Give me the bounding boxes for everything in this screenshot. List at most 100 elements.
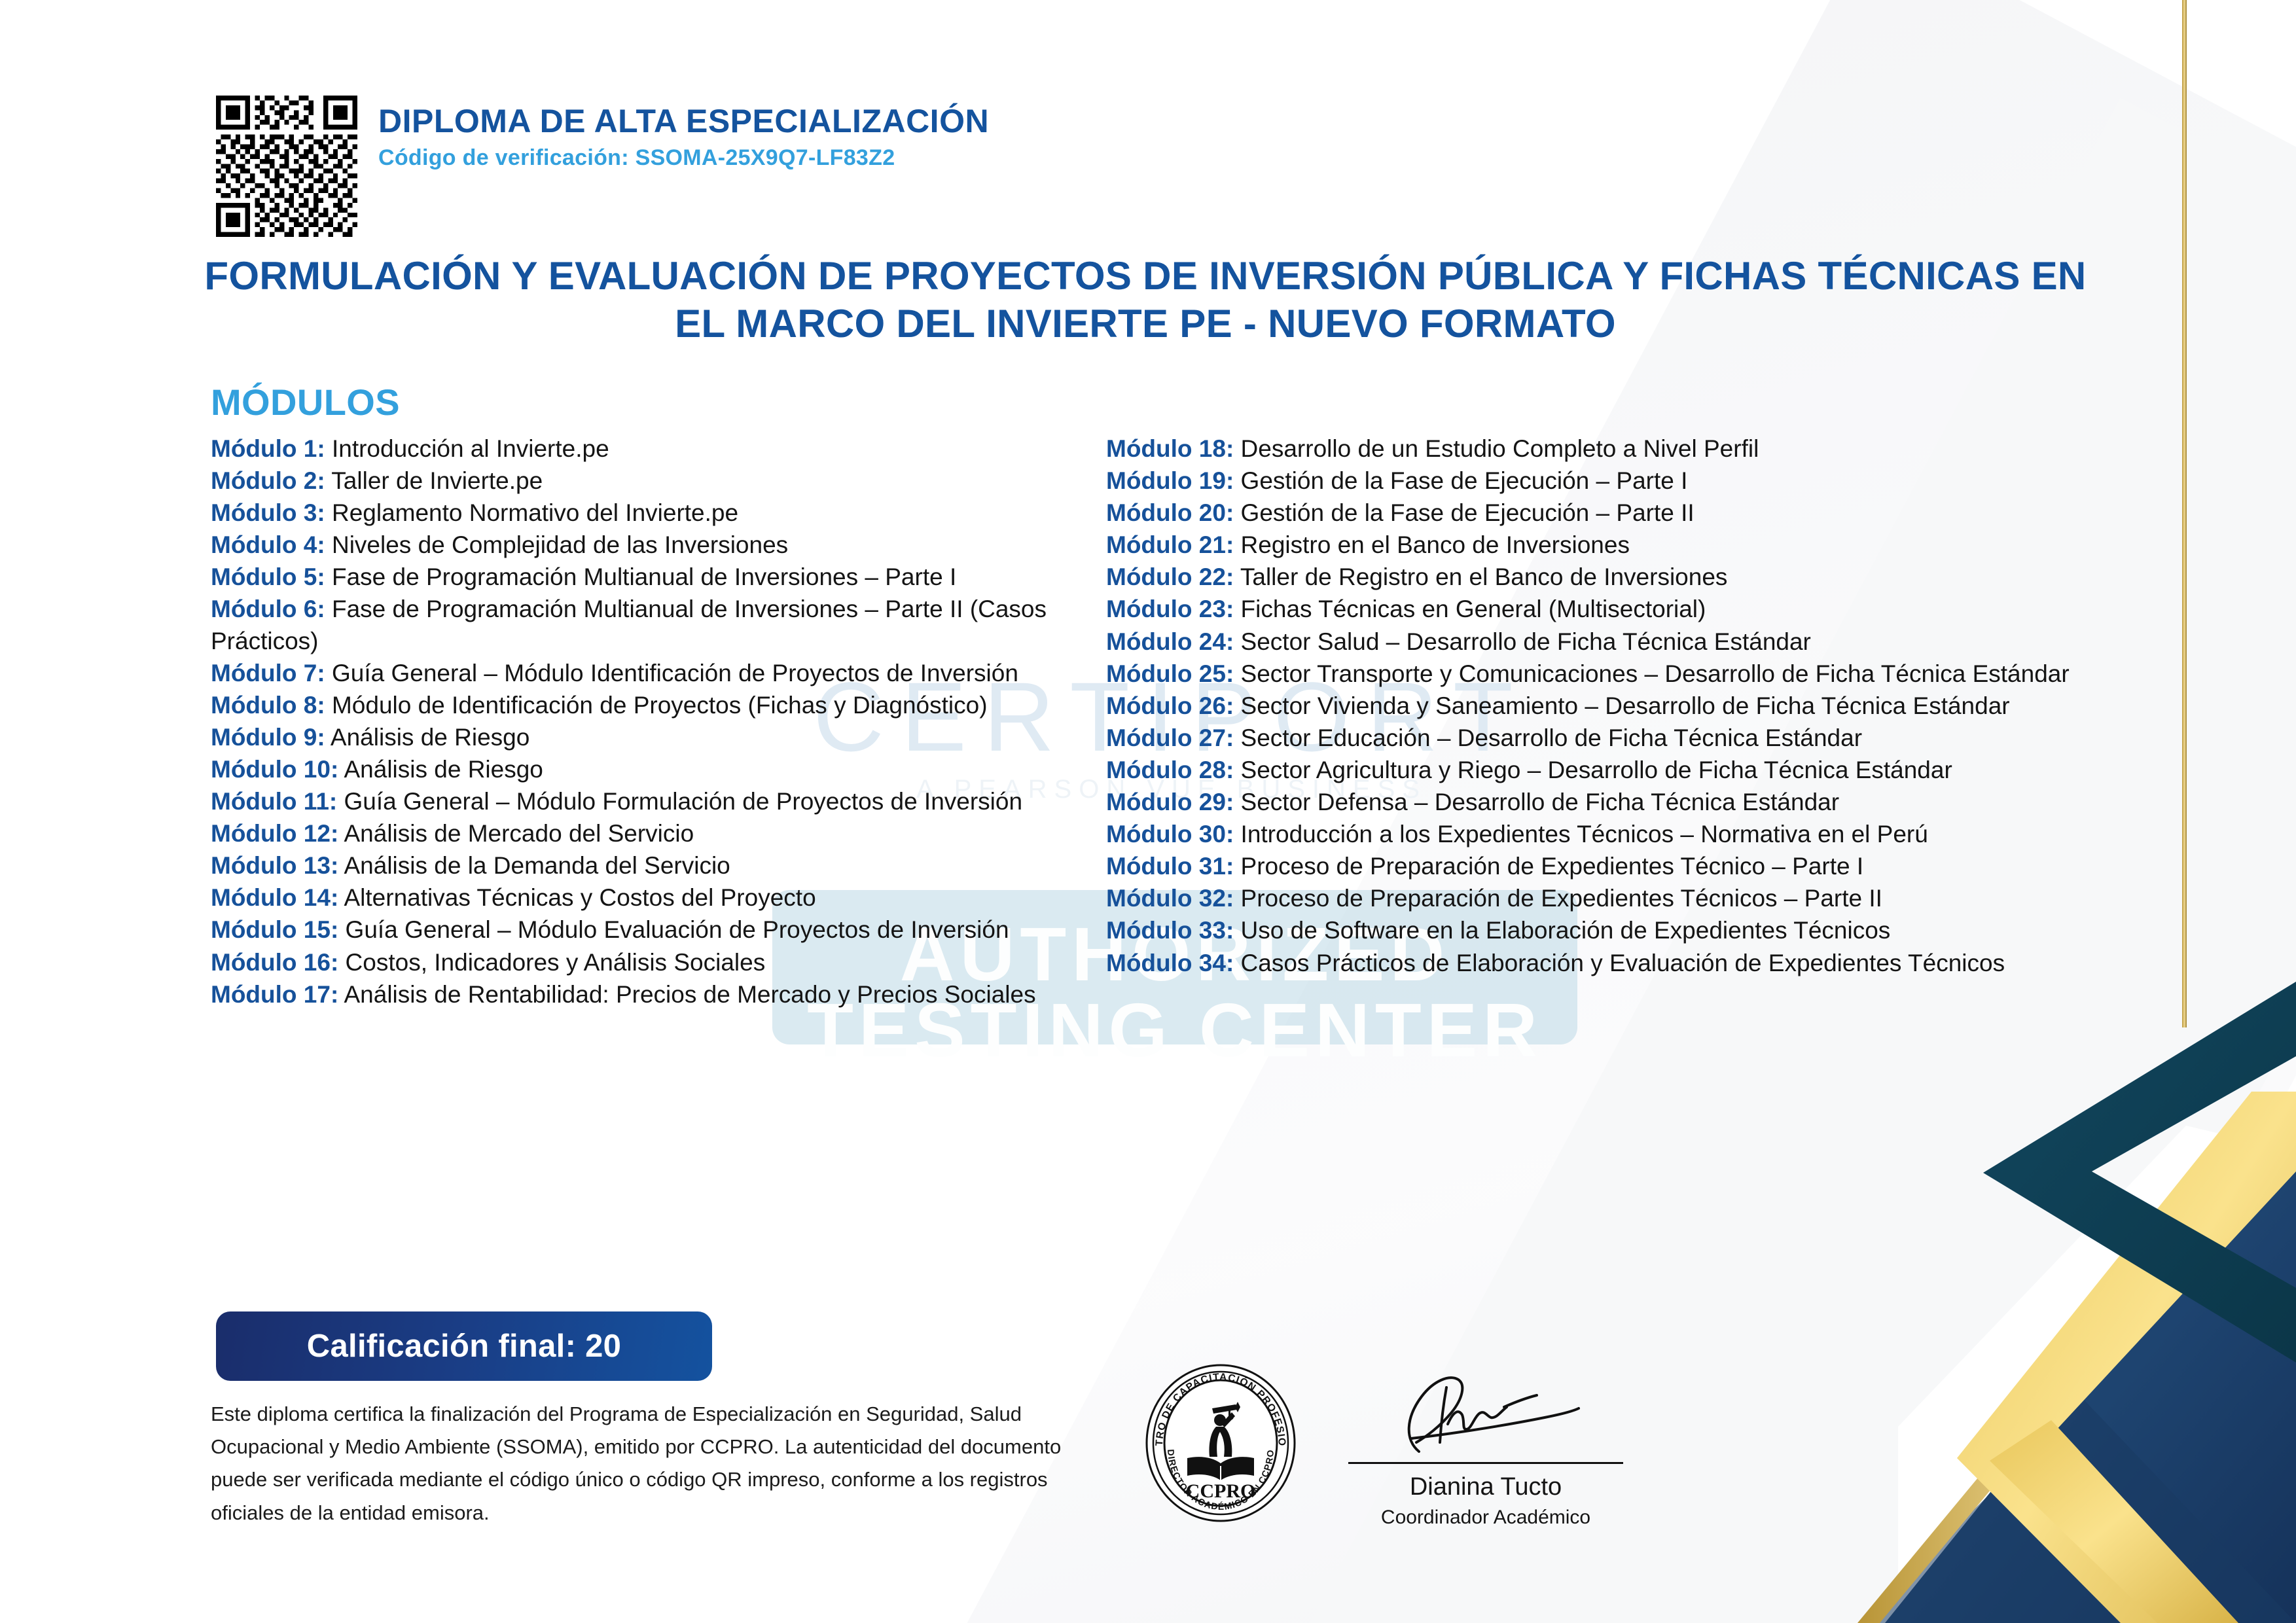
module-text: Costos, Indicadores y Análisis Sociales bbox=[338, 948, 766, 976]
module-label: Módulo 29: bbox=[1106, 789, 1234, 816]
module-label: Módulo 11: bbox=[211, 788, 338, 815]
watermark-band bbox=[772, 890, 1577, 1044]
module-label: Módulo 27: bbox=[1106, 724, 1234, 751]
module-label: Módulo 32: bbox=[1106, 885, 1234, 912]
module-item: Módulo 14: Alternativas Técnicas y Costo… bbox=[211, 882, 1062, 914]
module-item: Módulo 7: Guía General – Módulo Identifi… bbox=[211, 658, 1062, 689]
diploma-header: DIPLOMA DE ALTA ESPECIALIZACIÓN Código d… bbox=[378, 103, 989, 171]
module-item: Módulo 11: Guía General – Módulo Formula… bbox=[211, 786, 1062, 817]
module-label: Módulo 33: bbox=[1106, 917, 1234, 944]
module-item: Módulo 24: Sector Salud – Desarrollo de … bbox=[1106, 626, 2101, 658]
module-text: Sector Vivienda y Saneamiento – Desarrol… bbox=[1234, 692, 2010, 719]
module-item: Módulo 19: Gestión de la Fase de Ejecuci… bbox=[1106, 465, 2101, 497]
signer-name: Dianina Tucto bbox=[1409, 1473, 1562, 1501]
module-label: Módulo 1: bbox=[211, 435, 325, 462]
module-label: Módulo 23: bbox=[1106, 596, 1234, 623]
module-item: Módulo 29: Sector Defensa – Desarrollo d… bbox=[1106, 787, 2101, 818]
module-label: Módulo 20: bbox=[1106, 499, 1234, 527]
module-text: Análisis de Rentabilidad: Precios de Mer… bbox=[338, 980, 1036, 1008]
module-label: Módulo 22: bbox=[1106, 563, 1234, 591]
module-text: Sector Agricultura y Riego – Desarrollo … bbox=[1234, 756, 1952, 783]
module-item: Módulo 16: Costos, Indicadores y Análisi… bbox=[211, 947, 1062, 978]
module-label: Módulo 3: bbox=[211, 499, 325, 527]
module-item: Módulo 3: Reglamento Normativo del Invie… bbox=[211, 497, 1062, 529]
module-item: Módulo 30: Introducción a los Expediente… bbox=[1106, 819, 2101, 850]
module-item: Módulo 28: Sector Agricultura y Riego – … bbox=[1106, 755, 2101, 786]
module-text: Módulo de Identificación de Proyectos (F… bbox=[325, 691, 988, 719]
module-text: Análisis de Riesgo bbox=[325, 723, 530, 751]
module-label: Módulo 25: bbox=[1106, 660, 1234, 687]
module-item: Módulo 17: Análisis de Rentabilidad: Pre… bbox=[211, 979, 1062, 1010]
module-text: Guía General – Módulo Formulación de Pro… bbox=[337, 788, 1023, 815]
module-item: Módulo 8: Módulo de Identificación de Pr… bbox=[211, 690, 1062, 721]
module-text: Guía General – Módulo Identificación de … bbox=[325, 659, 1018, 687]
module-label: Módulo 12: bbox=[211, 820, 339, 847]
module-item: Módulo 32: Proceso de Preparación de Exp… bbox=[1106, 883, 2101, 914]
module-item: Módulo 6: Fase de Programación Multianua… bbox=[211, 594, 1062, 656]
svg-text:CCPRO: CCPRO bbox=[1186, 1480, 1256, 1502]
module-item: Módulo 33: Uso de Software en la Elabora… bbox=[1106, 915, 2101, 946]
verification-code: Código de verificación: SSOMA-25X9Q7-LF8… bbox=[378, 145, 895, 170]
module-text: Taller de Registro en el Banco de Invers… bbox=[1234, 563, 1728, 591]
module-text: Gestión de la Fase de Ejecución – Parte … bbox=[1234, 499, 1695, 527]
watermark-line3: AUTHORIZED TESTING CENTER bbox=[807, 912, 1543, 1073]
module-item: Módulo 4: Niveles de Complejidad de las … bbox=[211, 529, 1062, 561]
module-text: Fase de Programación Multianual de Inver… bbox=[211, 596, 1047, 654]
page-title: FORMULACIÓN Y EVALUACIÓN DE PROYECTOS DE… bbox=[204, 254, 2087, 346]
module-text: Casos Prácticos de Elaboración y Evaluac… bbox=[1234, 949, 2005, 976]
modules-heading: MÓDULOS bbox=[211, 382, 401, 423]
module-item: Módulo 1: Introducción al Invierte.pe bbox=[211, 433, 1062, 465]
module-label: Módulo 2: bbox=[211, 467, 325, 495]
module-label: Módulo 30: bbox=[1106, 821, 1234, 848]
modules-column-left: Módulo 1: Introducción al Invierte.pe Mód… bbox=[211, 433, 1062, 1011]
module-label: Módulo 14: bbox=[211, 884, 339, 912]
module-text: Proceso de Preparación de Expedientes Té… bbox=[1234, 885, 1882, 912]
module-text: Análisis de Riesgo bbox=[338, 755, 543, 783]
status-badge: Calificación final: 20 bbox=[216, 1311, 712, 1381]
module-label: Módulo 34: bbox=[1106, 949, 1234, 976]
module-label: Módulo 17: bbox=[211, 980, 339, 1008]
signature-block: Dianina Tucto Coordinador Académico bbox=[1335, 1361, 1636, 1529]
module-text: Alternativas Técnicas y Costos del Proye… bbox=[338, 884, 816, 912]
graduate-seal-icon: CENTRO DE CAPACITACIÓN PROFESIONAL DIREC… bbox=[1135, 1353, 1302, 1525]
module-item: Módulo 12: Análisis de Mercado del Servi… bbox=[211, 818, 1062, 849]
module-label: Módulo 8: bbox=[211, 691, 325, 719]
module-item: Módulo 13: Análisis de la Demanda del Se… bbox=[211, 850, 1062, 882]
module-item: Módulo 22: Taller de Registro en el Banc… bbox=[1106, 562, 2101, 593]
module-label: Módulo 21: bbox=[1106, 531, 1234, 559]
module-item: Módulo 15: Guía General – Módulo Evaluac… bbox=[211, 914, 1062, 946]
modules-column-right: Módulo 18: Desarrollo de un Estudio Comp… bbox=[1106, 433, 2101, 980]
module-text: Gestión de la Fase de Ejecución – Parte … bbox=[1234, 467, 1688, 495]
module-label: Módulo 31: bbox=[1106, 853, 1234, 880]
module-label: Módulo 10: bbox=[211, 755, 339, 783]
module-label: Módulo 16: bbox=[211, 948, 339, 976]
module-item: Módulo 31: Proceso de Preparación de Exp… bbox=[1106, 851, 2101, 882]
module-label: Módulo 28: bbox=[1106, 756, 1234, 783]
module-text: Fichas Técnicas en General (Multisectori… bbox=[1234, 596, 1706, 623]
signature-line bbox=[1348, 1462, 1623, 1464]
module-item: Módulo 2: Taller de Invierte.pe bbox=[211, 465, 1062, 497]
module-text: Niveles de Complejidad de las Inversione… bbox=[325, 531, 789, 559]
module-text: Uso de Software en la Elaboración de Exp… bbox=[1234, 917, 1891, 944]
module-label: Módulo 26: bbox=[1106, 692, 1234, 719]
module-label: Módulo 5: bbox=[211, 563, 325, 591]
module-item: Módulo 25: Sector Transporte y Comunicac… bbox=[1106, 658, 2101, 690]
handwritten-signature-icon bbox=[1407, 1376, 1580, 1453]
module-label: Módulo 7: bbox=[211, 659, 325, 687]
module-item: Módulo 26: Sector Vivienda y Saneamiento… bbox=[1106, 690, 2101, 722]
module-item: Módulo 34: Casos Prácticos de Elaboració… bbox=[1106, 948, 2101, 979]
qr-code-icon[interactable] bbox=[216, 96, 357, 237]
module-text: Sector Defensa – Desarrollo de Ficha Téc… bbox=[1234, 789, 1840, 816]
module-text: Introducción al Invierte.pe bbox=[325, 435, 609, 462]
module-text: Sector Transporte y Comunicaciones – Des… bbox=[1234, 660, 2070, 687]
module-text: Reglamento Normativo del Invierte.pe bbox=[325, 499, 739, 527]
module-label: Módulo 24: bbox=[1106, 628, 1234, 655]
module-label: Módulo 15: bbox=[211, 916, 339, 944]
module-item: Módulo 20: Gestión de la Fase de Ejecuci… bbox=[1106, 497, 2101, 529]
legal-text: Este diploma certifica la finalización d… bbox=[211, 1402, 1062, 1524]
module-label: Módulo 13: bbox=[211, 852, 339, 880]
module-item: Módulo 27: Sector Educación – Desarrollo… bbox=[1106, 722, 2101, 754]
module-item: Módulo 23: Fichas Técnicas en General (M… bbox=[1106, 594, 2101, 625]
module-item: Módulo 18: Desarrollo de un Estudio Comp… bbox=[1106, 433, 2101, 465]
module-text: Fase de Programación Multianual de Inver… bbox=[325, 563, 957, 591]
